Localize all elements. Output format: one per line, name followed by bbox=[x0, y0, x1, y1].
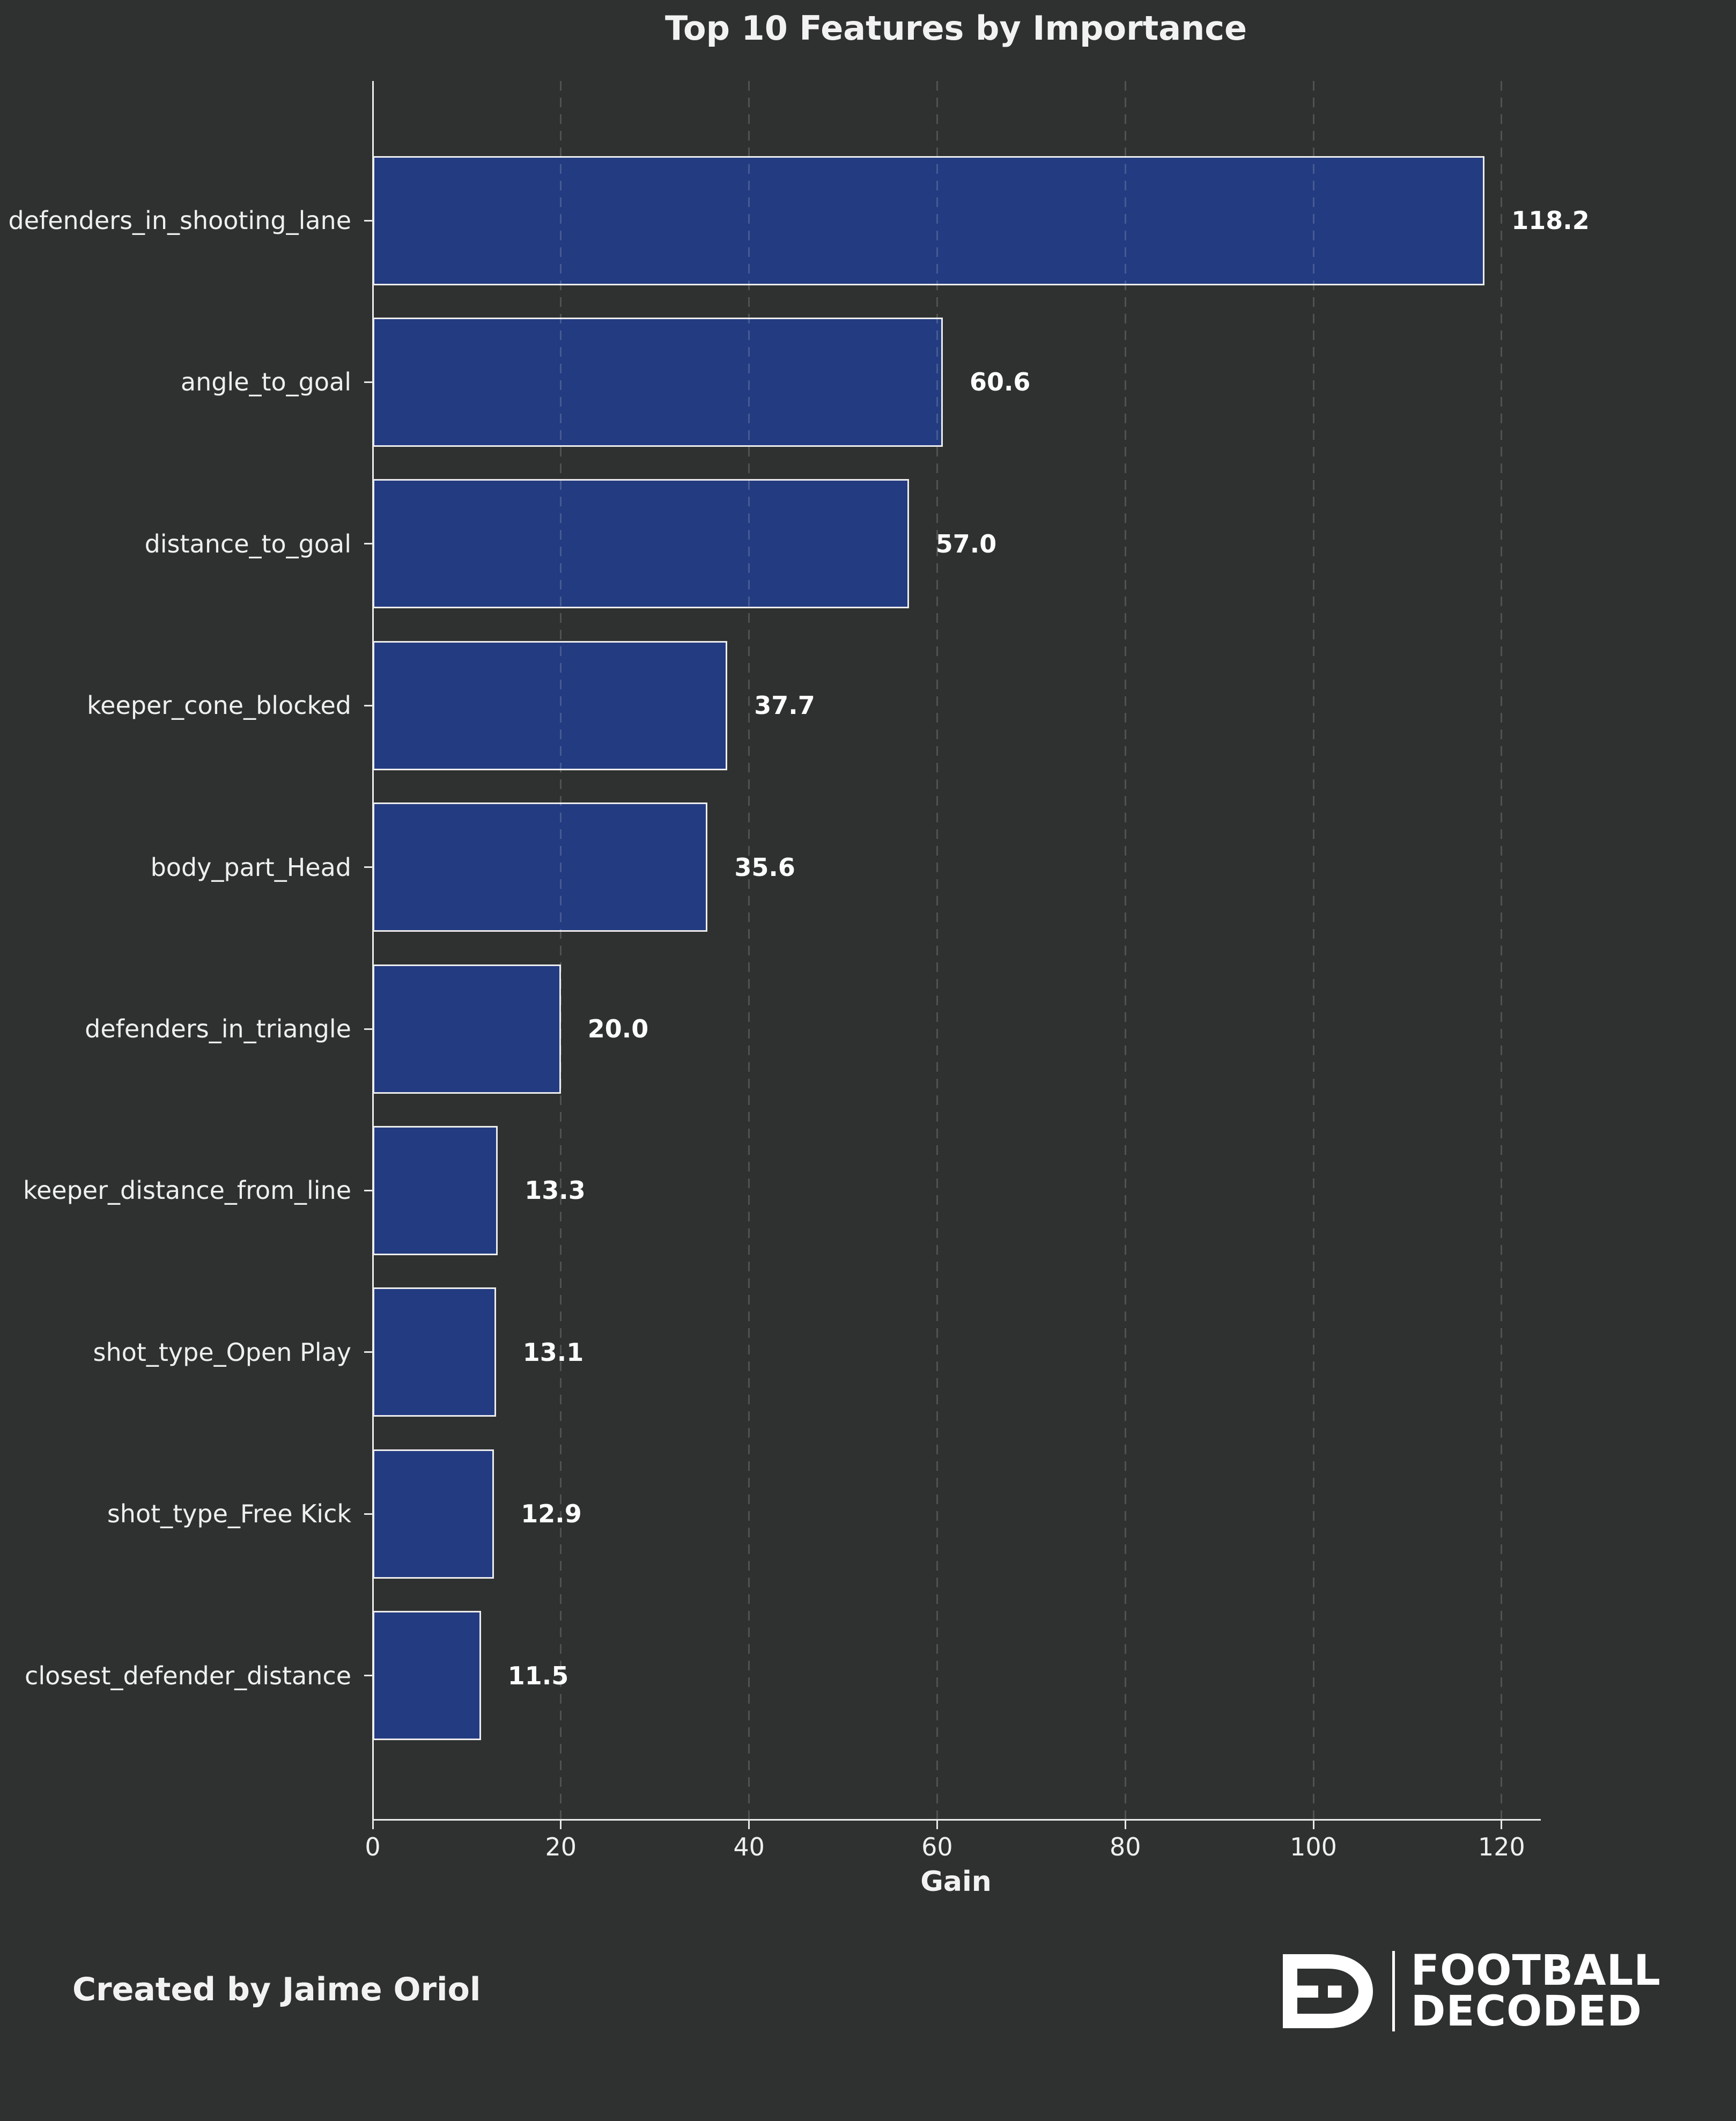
chart-title: Top 10 Features by Importance bbox=[664, 9, 1247, 48]
gridline bbox=[936, 81, 938, 1820]
x-tick-mark bbox=[936, 1820, 938, 1829]
fd-monogram-icon bbox=[1282, 1954, 1373, 2028]
y-tick-mark bbox=[364, 543, 372, 545]
bar bbox=[373, 1449, 494, 1579]
bar bbox=[373, 1611, 481, 1741]
feature-label: distance_to_goal bbox=[144, 529, 351, 558]
x-tick-label: 20 bbox=[545, 1832, 577, 1861]
bar bbox=[373, 479, 909, 609]
gridline bbox=[560, 81, 562, 1820]
bar-value-label: 20.0 bbox=[587, 1014, 649, 1043]
bar-value-label: 35.6 bbox=[734, 852, 795, 882]
y-tick-mark bbox=[364, 1189, 372, 1191]
feature-label: keeper_cone_blocked bbox=[87, 691, 351, 720]
brand-line-1: FOOTBALL bbox=[1410, 1947, 1661, 1995]
bar-value-label: 13.1 bbox=[522, 1337, 584, 1367]
feature-label: keeper_distance_from_line bbox=[23, 1176, 351, 1205]
bar bbox=[373, 802, 708, 932]
bar bbox=[373, 1125, 498, 1255]
brand-divider bbox=[1392, 1951, 1395, 2031]
x-tick-label: 0 bbox=[365, 1832, 381, 1861]
bar-value-label: 12.9 bbox=[521, 1499, 582, 1529]
bar-value-label: 118.2 bbox=[1511, 206, 1590, 235]
y-tick-mark bbox=[364, 1513, 372, 1515]
x-tick-mark bbox=[1501, 1820, 1503, 1829]
feature-label: defenders_in_triangle bbox=[85, 1014, 351, 1043]
gridline bbox=[1501, 81, 1503, 1820]
x-axis-spine bbox=[372, 1819, 1541, 1821]
bar-value-label: 13.3 bbox=[525, 1176, 586, 1205]
bar-value-label: 11.5 bbox=[507, 1661, 569, 1690]
feature-label: shot_type_Free Kick bbox=[107, 1499, 351, 1529]
x-tick-mark bbox=[560, 1820, 562, 1829]
bar-value-label: 60.6 bbox=[969, 367, 1031, 397]
bar-value-label: 37.7 bbox=[754, 691, 815, 720]
x-tick-label: 60 bbox=[921, 1832, 953, 1861]
brand-wordmark: FOOTBALL DECODED bbox=[1411, 1950, 1661, 2032]
bar-value-label: 57.0 bbox=[935, 529, 997, 558]
gridline bbox=[1124, 81, 1126, 1820]
x-tick-label: 80 bbox=[1109, 1832, 1141, 1861]
y-tick-mark bbox=[364, 1351, 372, 1353]
bar bbox=[373, 964, 561, 1094]
x-tick-mark bbox=[372, 1820, 374, 1829]
feature-label: body_part_Head bbox=[150, 852, 351, 882]
x-tick-label: 120 bbox=[1478, 1832, 1525, 1861]
x-tick-label: 40 bbox=[733, 1832, 765, 1861]
x-axis-title: Gain bbox=[920, 1866, 992, 1898]
brand-line-2: DECODED bbox=[1410, 1987, 1643, 2036]
y-axis-spine bbox=[372, 81, 374, 1820]
y-tick-mark bbox=[364, 219, 372, 222]
x-tick-mark bbox=[748, 1820, 750, 1829]
feature-label: shot_type_Open Play bbox=[93, 1337, 351, 1367]
x-tick-mark bbox=[1124, 1820, 1126, 1829]
y-tick-mark bbox=[364, 1028, 372, 1030]
credit-text: Created by Jaime Oriol bbox=[72, 1971, 481, 2008]
gridline bbox=[748, 81, 750, 1820]
feature-label: angle_to_goal bbox=[180, 367, 351, 397]
x-tick-mark bbox=[1312, 1820, 1314, 1829]
bar bbox=[373, 1287, 496, 1417]
bar bbox=[373, 156, 1485, 285]
y-tick-mark bbox=[364, 1675, 372, 1677]
y-tick-mark bbox=[364, 381, 372, 383]
x-tick-label: 100 bbox=[1290, 1832, 1337, 1861]
feature-label: closest_defender_distance bbox=[25, 1661, 351, 1690]
y-tick-mark bbox=[364, 704, 372, 706]
bar bbox=[373, 317, 943, 447]
feature-label: defenders_in_shooting_lane bbox=[8, 206, 351, 235]
y-tick-mark bbox=[364, 866, 372, 868]
gridline bbox=[1312, 81, 1314, 1820]
brand-logo: FOOTBALL DECODED bbox=[1272, 1949, 1661, 2033]
bar bbox=[373, 640, 728, 770]
